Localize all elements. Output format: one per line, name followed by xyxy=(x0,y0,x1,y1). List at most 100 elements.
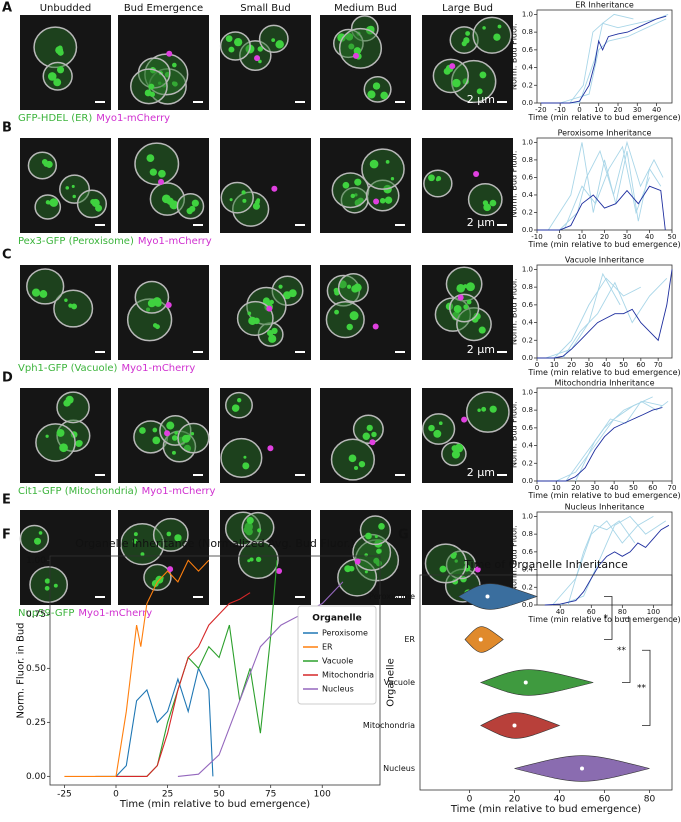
micrograph xyxy=(320,388,411,483)
organelle xyxy=(152,297,162,306)
panel-label: A xyxy=(2,1,12,16)
plot-frame xyxy=(419,574,673,791)
violin xyxy=(457,583,538,610)
micrograph xyxy=(118,510,209,605)
series-line xyxy=(565,400,663,482)
marker-label: Cit1-GFP (Mitochondria) xyxy=(18,486,138,497)
organelle xyxy=(242,198,247,203)
organelle xyxy=(334,309,339,315)
y-tick-label: Peroxisome xyxy=(369,592,415,601)
organelle xyxy=(358,460,366,468)
series-line xyxy=(567,520,636,606)
significance-label: ** xyxy=(637,683,647,693)
y-tick-label: 0.6 xyxy=(522,173,534,181)
panel-label: G xyxy=(398,528,409,543)
series-line xyxy=(560,515,667,606)
legend-box xyxy=(297,605,377,705)
y-tick-label: 1.0 xyxy=(522,265,533,273)
series-line xyxy=(559,18,667,104)
micrograph xyxy=(320,15,411,110)
organelle xyxy=(346,284,352,289)
organelle xyxy=(225,35,233,43)
cell xyxy=(177,422,210,454)
organelle xyxy=(477,408,481,412)
bud-neck xyxy=(461,416,468,423)
row-label: Nup59-GFP Myo1-mCherry xyxy=(18,608,152,619)
organelle xyxy=(367,90,376,99)
organelle xyxy=(334,290,340,296)
cell xyxy=(134,142,180,186)
y-tick-label: 0.8 xyxy=(522,530,533,538)
organelle xyxy=(174,431,178,435)
y-tick-label: 0.0 xyxy=(522,99,533,107)
organelle xyxy=(463,284,468,289)
organelle xyxy=(44,585,50,591)
series-line xyxy=(540,15,667,104)
organelle xyxy=(338,280,347,289)
organelle xyxy=(172,62,177,68)
organelle xyxy=(380,91,388,100)
y-tick-label: 1.0 xyxy=(522,138,533,146)
organelle xyxy=(384,196,393,204)
series-line xyxy=(556,396,653,482)
median-dot xyxy=(485,594,490,599)
x-tick-label: -25 xyxy=(57,790,72,800)
x-tick-label: 10 xyxy=(594,106,603,114)
organelle xyxy=(354,178,362,186)
partner-label: Myo1-mCherry xyxy=(138,236,212,247)
series-line xyxy=(563,145,650,231)
organelle xyxy=(146,154,155,163)
organelle xyxy=(65,186,70,190)
micrograph xyxy=(220,138,311,233)
micrograph xyxy=(422,265,513,360)
micrograph xyxy=(20,138,111,233)
organelle xyxy=(186,207,193,215)
cell xyxy=(35,423,76,462)
y-tick-label: 0.2 xyxy=(522,583,533,591)
y-tick-label: 0.0 xyxy=(522,601,533,609)
cell xyxy=(421,413,456,445)
y-axis-label: Organelle xyxy=(385,658,396,706)
organelle xyxy=(267,329,274,337)
micrograph xyxy=(118,265,209,360)
x-tick-label: 20 xyxy=(614,106,623,114)
organelle xyxy=(56,66,65,74)
organelle xyxy=(56,428,65,437)
bud-neck xyxy=(267,445,274,452)
organelle xyxy=(66,401,71,406)
organelle xyxy=(132,538,138,544)
organelle xyxy=(345,33,354,41)
bud-neck xyxy=(165,301,172,308)
x-tick-label: 100 xyxy=(647,608,660,616)
chart-title: Vacuole Inheritance xyxy=(565,256,644,265)
organelle xyxy=(255,556,262,563)
image-bg xyxy=(220,388,311,483)
x-tick-label: 0 xyxy=(467,795,473,805)
panel-label: F xyxy=(2,528,11,543)
organelle xyxy=(283,291,292,300)
bud-neck xyxy=(276,568,283,575)
x-tick-label: 0 xyxy=(535,484,539,492)
y-axis-label: Norm. Bud Fluor. xyxy=(509,23,518,90)
organelle xyxy=(45,434,49,438)
organelle xyxy=(497,24,502,29)
x-tick-label: -10 xyxy=(531,233,542,241)
organelle xyxy=(241,190,246,195)
cell xyxy=(467,182,503,217)
organelle xyxy=(247,559,251,563)
y-tick-label: 0.2 xyxy=(522,208,533,216)
chart-title: Peroxisome Inheritance xyxy=(558,129,652,138)
organelle xyxy=(385,159,390,164)
cell xyxy=(26,268,65,305)
cell xyxy=(29,566,69,604)
significance-bracket xyxy=(622,617,631,683)
micrograph xyxy=(219,15,311,110)
x-tick-label: -10 xyxy=(554,106,565,114)
bud-neck xyxy=(158,178,165,185)
organelle xyxy=(489,199,497,207)
plot-frame xyxy=(536,264,673,359)
organelle xyxy=(374,534,378,539)
cell xyxy=(176,193,205,220)
series-line xyxy=(569,13,634,104)
organelle xyxy=(463,304,469,310)
